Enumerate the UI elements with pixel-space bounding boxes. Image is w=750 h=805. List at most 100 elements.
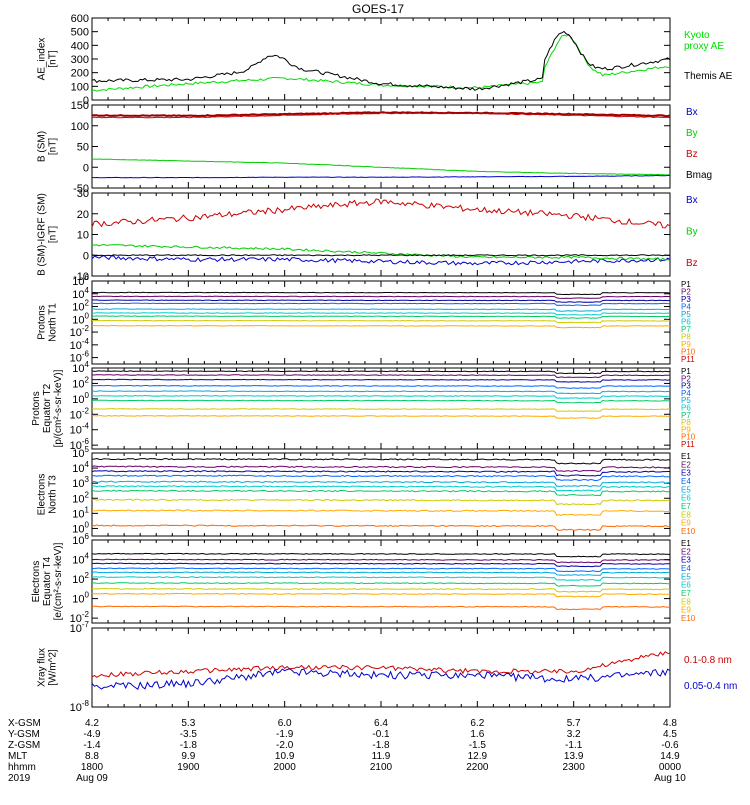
legend-enorth-3: E4 xyxy=(681,477,691,486)
ylabel-enorth-0: Electrons xyxy=(37,474,48,516)
ylabel-ae-0: AE_index xyxy=(37,38,48,81)
channel-line-pnorth-0 xyxy=(91,291,671,296)
channel-line-peq-4 xyxy=(91,390,671,395)
channel-line-peq-8 xyxy=(91,414,671,419)
legend-eeq-2: E3 xyxy=(681,556,691,565)
legend-pnorth-3: P4 xyxy=(681,303,691,312)
ytick-label-pnorth-4: 10-2 xyxy=(70,324,90,339)
legend-enorth-8: E9 xyxy=(681,519,691,528)
ytick-label-eeq-4: 10-2 xyxy=(70,610,90,625)
ylabel-pnorth-1: North T1 xyxy=(48,303,59,342)
ytick-label-enorth-0: 105 xyxy=(72,445,89,460)
bigrf-bx-line xyxy=(91,255,671,266)
axis-row-value-0-3: 6.4 xyxy=(374,718,388,729)
axis-row-value-2-2: -2.0 xyxy=(276,740,294,751)
ylabel-peq-0: Protons xyxy=(31,391,42,425)
legend-pnorth-1: P2 xyxy=(681,288,691,297)
ylabel-peq-2: [p/(cm²-s-sr-keV)] xyxy=(53,369,64,447)
ytick-label-peq-4: 10-4 xyxy=(70,422,90,437)
axis-row-value-4-4: 2200 xyxy=(466,762,489,773)
bsm-by-line xyxy=(91,158,671,176)
channel-line-peq-7 xyxy=(91,408,671,413)
ytick-label-pnorth-1: 104 xyxy=(72,286,89,301)
axis-row-value-0-0: 4.2 xyxy=(85,718,99,729)
legend-eeq-9: E10 xyxy=(681,614,696,623)
channel-line-enorth-1 xyxy=(91,465,671,472)
axis-row-value-4-2: 2000 xyxy=(274,762,297,773)
axis-row-value-2-0: -1.4 xyxy=(83,740,101,751)
channel-line-pnorth-7 xyxy=(91,319,671,324)
legend-ae-2: Themis AE xyxy=(684,71,733,82)
channel-line-eeq-7 xyxy=(91,587,671,593)
axis-row-label-0: X-GSM xyxy=(8,718,41,729)
ytick-label-peq-3: 10-2 xyxy=(70,406,90,421)
legend-bigrf-0: Bx xyxy=(686,195,698,206)
ytick-label-bigrf-3: 20 xyxy=(77,209,89,221)
panel-frame-enorth xyxy=(91,452,671,537)
ytick-label-ae-0: 0 xyxy=(83,95,89,107)
bigrf-bz-line xyxy=(91,198,671,229)
channel-line-pnorth-8 xyxy=(91,324,671,329)
axis-row-value-1-2: -1.9 xyxy=(276,729,294,740)
ytick-label-enorth-4: 101 xyxy=(72,505,89,520)
legend-peq-4: P5 xyxy=(681,396,691,405)
axis-row-value-4-1: 1900 xyxy=(177,762,200,773)
axis-row-value-2-5: -1.1 xyxy=(565,740,583,751)
legend-peq-10: P11 xyxy=(681,440,695,449)
ylabel-ae-1: [nT] xyxy=(48,50,59,67)
channel-line-eeq-2 xyxy=(91,562,671,568)
ytick-label-bigrf-2: 10 xyxy=(77,230,89,242)
ytick-label-pnorth-5: 10-4 xyxy=(70,337,90,352)
ylabel-eeq-2: [e/(cm²-s-sr-keV)] xyxy=(53,542,64,620)
legend-bsm-3: Bmag xyxy=(686,170,712,181)
panel-frame-bigrf xyxy=(91,192,671,277)
ytick-label-pnorth-0: 106 xyxy=(72,273,89,288)
axis-row-value-1-4: 1.6 xyxy=(470,729,484,740)
channel-line-eeq-4 xyxy=(91,571,670,576)
ytick-label-ae-6: 600 xyxy=(71,13,89,25)
legend-pnorth-5: P6 xyxy=(681,318,691,327)
axis-row-value-0-6: 4.8 xyxy=(663,718,677,729)
ytick-label-eeq-1: 104 xyxy=(72,552,89,567)
channel-line-pnorth-1 xyxy=(91,295,670,299)
ylabel-xray-0: Xray flux xyxy=(37,648,48,687)
ytick-label-peq-0: 104 xyxy=(72,360,89,375)
legend-eeq-1: E2 xyxy=(681,547,691,556)
ytick-label-ae-1: 100 xyxy=(71,81,89,93)
axis-row-value-0-2: 6.0 xyxy=(278,718,292,729)
ytick-label-peq-1: 102 xyxy=(72,375,89,390)
axis-row-value-3-6: 14.9 xyxy=(660,751,680,762)
axis-row-label-3: MLT xyxy=(8,751,27,762)
channel-line-enorth-9 xyxy=(91,524,671,531)
ytick-label-enorth-1: 104 xyxy=(72,460,89,475)
axis-row-value-1-1: -3.5 xyxy=(180,729,198,740)
axis-row-value-3-2: 10.9 xyxy=(275,751,295,762)
channel-line-peq-6 xyxy=(91,399,671,404)
legend-enorth-7: E8 xyxy=(681,510,691,519)
channel-line-enorth-4 xyxy=(91,480,671,488)
axis-row-value-3-4: 12.9 xyxy=(468,751,488,762)
legend-pnorth-4: P5 xyxy=(681,310,691,319)
axis-row-value-0-4: 6.2 xyxy=(470,718,484,729)
ytick-label-bsm-1: 0 xyxy=(83,162,89,174)
ytick-label-xray-1: 10-8 xyxy=(70,699,90,714)
ylabel-bigrf-1: [nT] xyxy=(48,226,59,243)
channel-line-pnorth-2 xyxy=(91,299,671,303)
axis-row-value-1-3: -0.1 xyxy=(372,729,390,740)
legend-pnorth-7: P8 xyxy=(681,333,691,342)
ytick-label-bsm-2: 50 xyxy=(77,142,89,154)
ytick-label-bigrf-4: 30 xyxy=(77,188,89,200)
ytick-label-bigrf-1: 0 xyxy=(83,250,89,262)
axis-row-value-4-6: 0000 xyxy=(659,762,682,773)
channel-line-eeq-8 xyxy=(91,592,670,598)
legend-peq-0: P1 xyxy=(681,367,691,376)
ytick-label-peq-5: 10-6 xyxy=(70,437,90,452)
channel-line-peq-0 xyxy=(91,370,670,375)
legend-eeq-3: E4 xyxy=(681,564,691,573)
channel-line-enorth-7 xyxy=(91,498,671,506)
legend-eeq-8: E9 xyxy=(681,606,691,615)
legend-peq-9: P10 xyxy=(681,433,696,442)
axis-row-value-0-1: 5.3 xyxy=(181,718,195,729)
channel-line-peq-2 xyxy=(92,378,671,383)
